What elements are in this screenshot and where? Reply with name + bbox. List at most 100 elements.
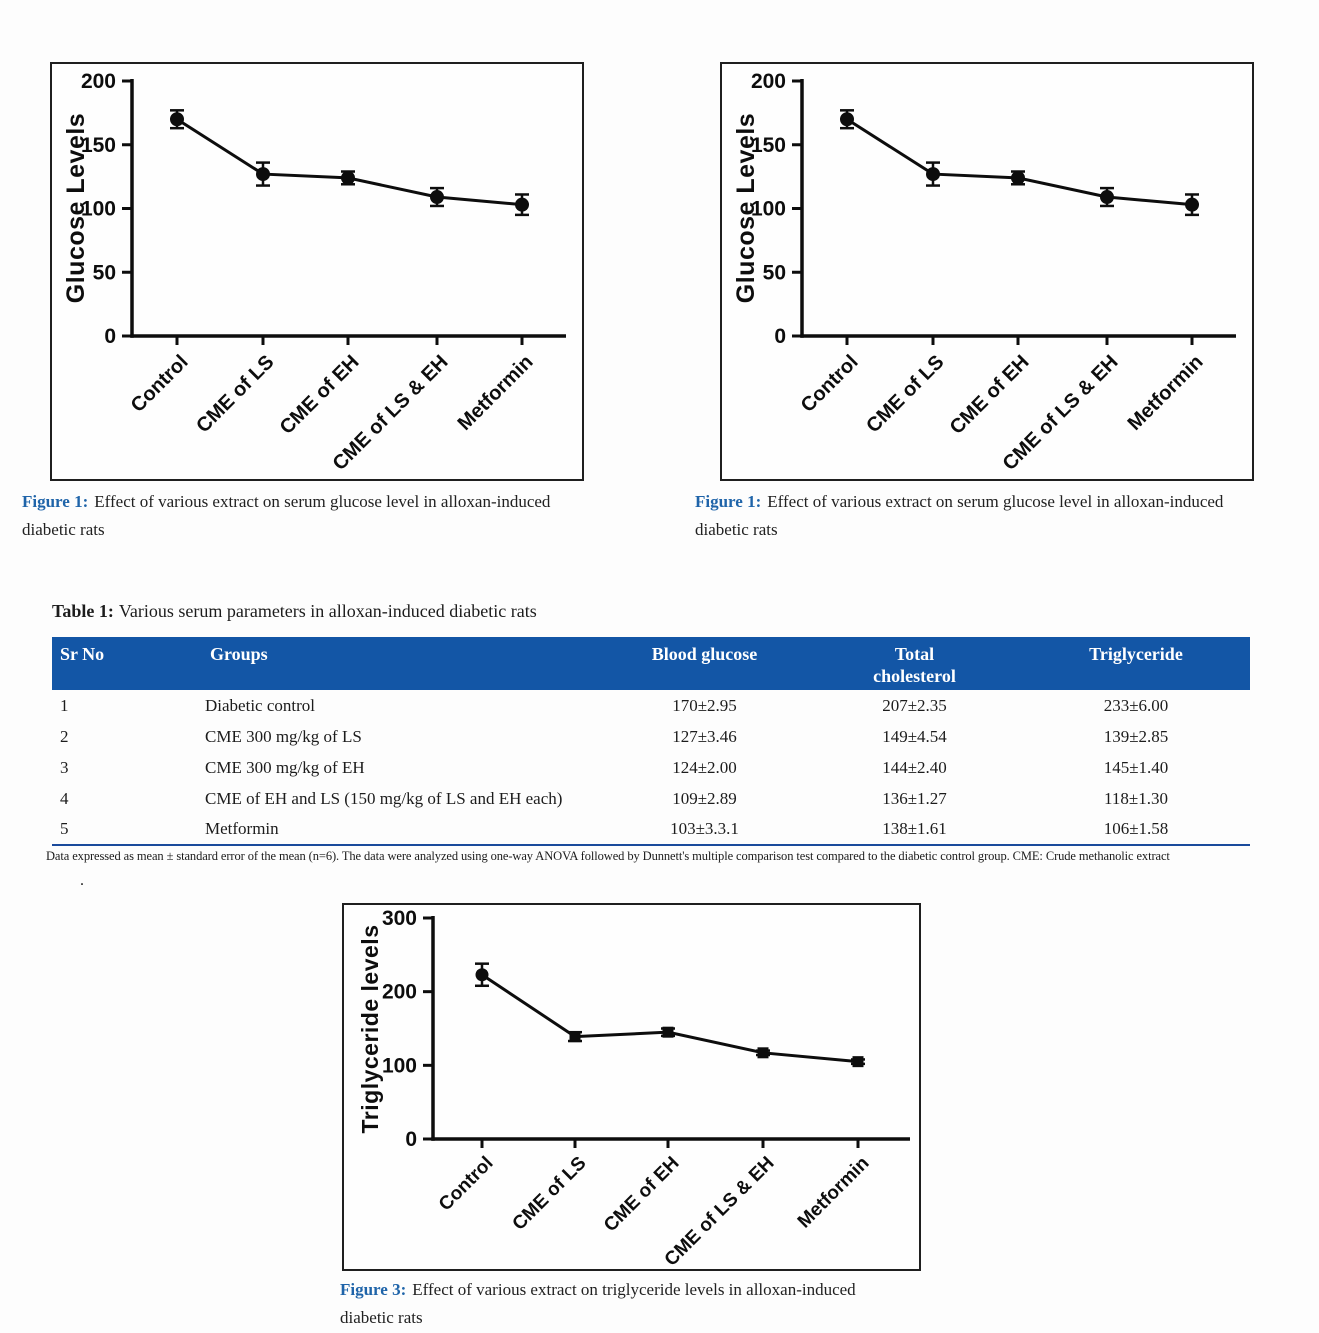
- category-label: CME of LS: [509, 1153, 591, 1235]
- table-cell: CME of EH and LS (150 mg/kg of LS and EH…: [205, 788, 563, 808]
- circle-marker: [256, 167, 270, 182]
- y-tick-label: 300: [382, 907, 417, 930]
- circle-marker: [341, 170, 355, 185]
- caption-line-2: diabetic rats: [340, 1308, 423, 1327]
- table-row: 3 CME 300 mg/kg of EH 124±2.00 144±2.40 145±…: [52, 752, 1250, 783]
- y-axis-title: Glucose Levels: [732, 113, 760, 303]
- caption-line-1: Figure 1: Effect of various extract on se…: [695, 488, 1319, 516]
- figure1-caption-right: Figure 1: Effect of various extract on se…: [695, 488, 1319, 544]
- header-cell: Sr No: [52, 637, 202, 690]
- circle-marker: [430, 190, 444, 205]
- table-row: 5 Metformin 103±3.3.1 138±1.61 106±1.58: [52, 814, 1250, 846]
- table-cell: CME 300 mg/kg of LS: [205, 726, 362, 746]
- table-cell: 127±3.46: [672, 726, 737, 746]
- table-footnote: Data expressed as mean ± standard error …: [46, 849, 1170, 863]
- category-label: Metformin: [454, 351, 538, 435]
- y-tick-label: 200: [81, 70, 116, 93]
- caption-line-1: Figure 3: Effect of various extract on tr…: [340, 1276, 980, 1304]
- circle-marker: [1100, 190, 1114, 205]
- table-cell: CME 300 mg/kg of EH: [205, 757, 365, 777]
- series-line: [176, 117, 523, 207]
- table-cell: 5: [52, 814, 202, 846]
- circle-marker: [1185, 197, 1199, 212]
- circle-marker: [840, 112, 854, 127]
- table-title: Table 1: Various serum parameters in allo…: [52, 601, 537, 622]
- circle-marker: [170, 112, 184, 127]
- y-axis-title: Glucose Levels: [62, 113, 90, 303]
- table-row: 1 Diabetic control 170±2.95 207±2.35 233±6.0…: [52, 690, 1250, 721]
- category-label: Control: [127, 351, 193, 417]
- y-tick-label: 50: [763, 261, 786, 284]
- table-cell: 109±2.89: [672, 788, 737, 808]
- y-tick-label: 100: [751, 198, 786, 221]
- table-cell: 139±2.85: [1103, 726, 1169, 746]
- header-cell: Blood glucose: [602, 637, 807, 690]
- table-title-text: Various serum parameters in alloxan-indu…: [118, 601, 537, 621]
- header-cell: Groups: [202, 637, 602, 690]
- category-label: CME of EH: [946, 351, 1034, 439]
- table-cell: 145±1.40: [1103, 757, 1169, 777]
- y-tick-label: 50: [93, 261, 116, 284]
- square-marker: [662, 1026, 674, 1038]
- y-tick-label: 200: [751, 70, 786, 93]
- table-cell: 118±1.30: [1104, 788, 1168, 808]
- series-line: [846, 117, 1193, 207]
- category-label: CME of LS: [192, 351, 278, 437]
- table-cell: 233±6.00: [1103, 695, 1169, 715]
- figure3-caption: Figure 3: Effect of various extract on tr…: [340, 1276, 980, 1332]
- y-axis-title: Triglyceride levels: [357, 925, 383, 1134]
- table-cell: 138±1.61: [807, 814, 1022, 846]
- circle-marker: [515, 197, 529, 212]
- table-label: Table 1:: [52, 601, 114, 621]
- serum-parameters-table: Sr No Groups Blood glucose Total cholestero…: [52, 637, 1250, 846]
- table-cell: 3: [60, 757, 69, 777]
- error-bars: [475, 962, 865, 1066]
- category-label: Control: [435, 1153, 498, 1216]
- glucose-chart-box-1: 0 50 100 150 200 Control CME of LS CME of EH CME…: [50, 62, 584, 481]
- circle-marker: [926, 167, 940, 182]
- table-cell: 106±1.58: [1022, 814, 1250, 846]
- table-cell: Metformin: [202, 814, 602, 846]
- category-label: CME of LS: [862, 351, 948, 437]
- y-tick-label: 0: [104, 325, 116, 348]
- caption-text: Effect of various extract on serum gluco…: [94, 492, 551, 511]
- stray-period-mark: .: [80, 872, 84, 889]
- square-marker: [852, 1056, 864, 1068]
- caption-line-1: Figure 1: Effect of various extract on se…: [22, 488, 662, 516]
- circle-marker: [475, 968, 489, 982]
- header-cell: Triglyceride: [1022, 637, 1250, 690]
- data-point-markers: [475, 968, 864, 1068]
- y-tick-label: 200: [382, 981, 417, 1004]
- category-label: CME of EH: [276, 351, 364, 439]
- table-cell: 149±4.54: [882, 726, 947, 746]
- figure-label: Figure 1:: [695, 492, 762, 511]
- table-row: 2 CME 300 mg/kg of LS 127±3.46 149±4.54 139±…: [52, 721, 1250, 752]
- series-line: [481, 973, 859, 1064]
- axes: [792, 79, 1236, 345]
- table-cell: 1: [60, 695, 69, 715]
- table-cell: 124±2.00: [672, 757, 737, 777]
- table-cell: 170±2.95: [672, 695, 737, 715]
- y-tick-label: 150: [81, 134, 116, 157]
- caption-text: Effect of various extract on triglycerid…: [412, 1280, 856, 1299]
- y-tick-label: 0: [405, 1128, 417, 1151]
- table-cell: 144±2.40: [882, 757, 947, 777]
- caption-line-2: diabetic rats: [695, 520, 778, 539]
- table-cell: Diabetic control: [205, 695, 315, 715]
- y-tick-label: 0: [774, 325, 786, 348]
- triglyceride-chart-box: 0 100 200 300 Control CME of LS CME of EH CME o…: [342, 903, 921, 1271]
- axes: [122, 79, 566, 345]
- header-cell: Total cholesterol: [807, 637, 1022, 690]
- category-label: Metformin: [794, 1153, 874, 1233]
- category-label: Metformin: [1124, 351, 1208, 435]
- figure1-caption-left: Figure 1: Effect of various extract on se…: [22, 488, 662, 544]
- figure-label: Figure 3:: [340, 1280, 407, 1299]
- table-cell: 136±1.27: [882, 788, 947, 808]
- caption-line-2: diabetic rats: [22, 520, 105, 539]
- y-tick-label: 100: [382, 1054, 417, 1077]
- category-label: CME of EH: [600, 1153, 684, 1237]
